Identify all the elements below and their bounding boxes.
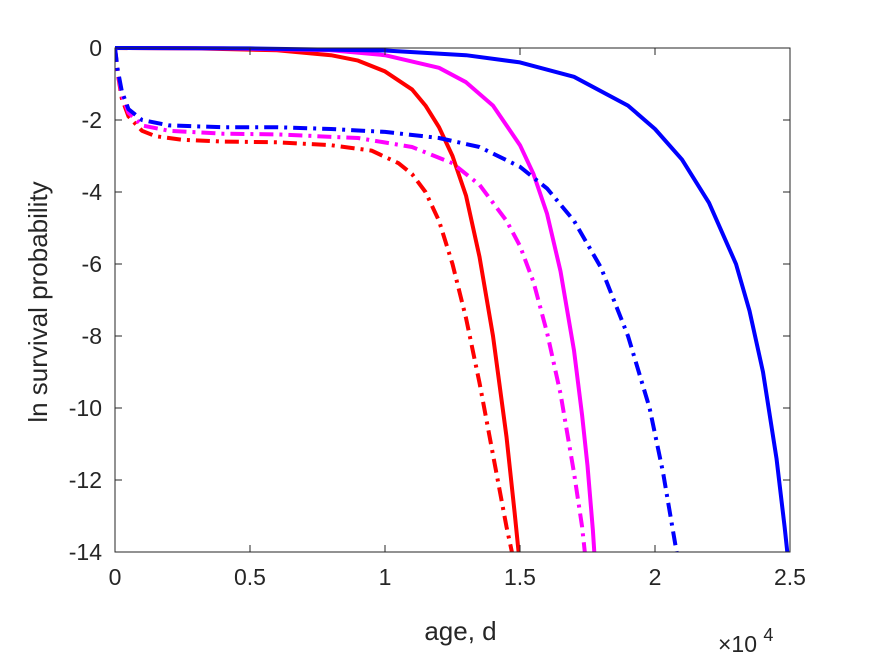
y-tick-label: -14	[69, 539, 102, 565]
x-tick-label: 0.5	[234, 564, 266, 590]
series-layer	[115, 46, 790, 553]
x-tick-label: 1	[379, 564, 392, 590]
x-tick-label: 0	[109, 564, 122, 590]
x-axis-multiplier: ×10 4	[718, 625, 773, 656]
series-line-6	[115, 47, 679, 553]
series-line-1	[115, 46, 521, 553]
y-axis-label: ln survival probability	[23, 181, 53, 422]
y-tick-label: -6	[82, 251, 102, 277]
ticks-layer	[114, 47, 791, 553]
y-tick-label: -8	[82, 323, 102, 349]
y-tick-labels: 0 -2 -4 -6 -8 -10 -12 -14	[69, 35, 102, 565]
series-line-2	[115, 46, 597, 553]
x-tick-label: 1.5	[504, 564, 536, 590]
x-axis-multiplier-exponent: 4	[763, 625, 773, 645]
y-tick-label: -10	[69, 395, 102, 421]
series-line-3	[115, 46, 790, 553]
y-tick-label: -2	[82, 107, 102, 133]
x-tick-label: 2	[649, 564, 662, 590]
x-axis-multiplier-base: ×10	[718, 631, 757, 656]
x-axis-label: age, d	[424, 616, 496, 646]
series-line-4	[115, 47, 514, 553]
x-tick-labels: 0 0.5 1 1.5 2 2.5	[109, 564, 806, 590]
y-tick-label: -12	[69, 467, 102, 493]
plot-area	[114, 46, 791, 553]
x-tick-label: 2.5	[774, 564, 806, 590]
y-tick-label: 0	[89, 35, 102, 61]
axes-box	[114, 47, 791, 553]
series-line-5	[115, 47, 587, 553]
y-tick-label: -4	[82, 179, 103, 205]
